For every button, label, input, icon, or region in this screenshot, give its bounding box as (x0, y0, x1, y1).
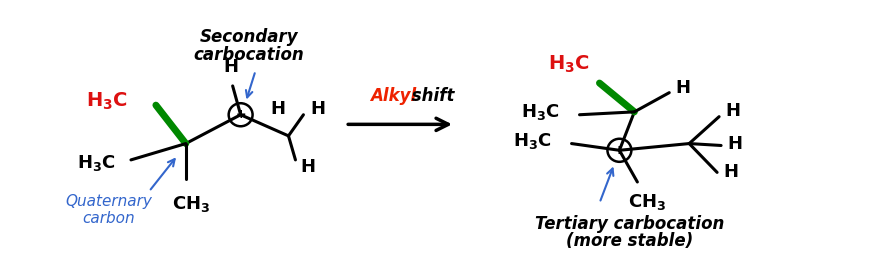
Text: Secondary: Secondary (199, 28, 298, 46)
Text: Alkyl: Alkyl (371, 87, 417, 105)
Text: $\mathbf{CH_3}$: $\mathbf{CH_3}$ (171, 194, 210, 214)
Text: H: H (301, 158, 316, 176)
Text: $\mathbf{H_3C}$: $\mathbf{H_3C}$ (78, 153, 116, 173)
Text: H: H (725, 102, 740, 120)
Text: H: H (727, 135, 742, 153)
Text: +: + (614, 144, 625, 157)
Text: $\mathbf{H_3C}$: $\mathbf{H_3C}$ (513, 131, 551, 151)
Text: $\mathbf{H_3C}$: $\mathbf{H_3C}$ (548, 54, 590, 75)
Text: Tertiary carbocation: Tertiary carbocation (535, 215, 724, 233)
Text: carbon: carbon (83, 211, 135, 226)
Text: $\mathbf{H_3C}$: $\mathbf{H_3C}$ (521, 102, 559, 122)
Text: H: H (310, 100, 325, 118)
Text: shift: shift (406, 87, 454, 105)
Text: (more stable): (more stable) (565, 232, 693, 250)
Text: carbocation: carbocation (193, 45, 304, 64)
Text: H: H (223, 58, 238, 76)
Text: H: H (723, 163, 738, 181)
Text: Quaternary: Quaternary (66, 194, 152, 209)
Text: H: H (676, 79, 690, 97)
Text: +: + (235, 108, 246, 121)
Text: $\mathbf{H_3C}$: $\mathbf{H_3C}$ (87, 91, 128, 112)
Text: $\mathbf{CH_3}$: $\mathbf{CH_3}$ (628, 192, 667, 212)
Text: H: H (271, 100, 286, 118)
